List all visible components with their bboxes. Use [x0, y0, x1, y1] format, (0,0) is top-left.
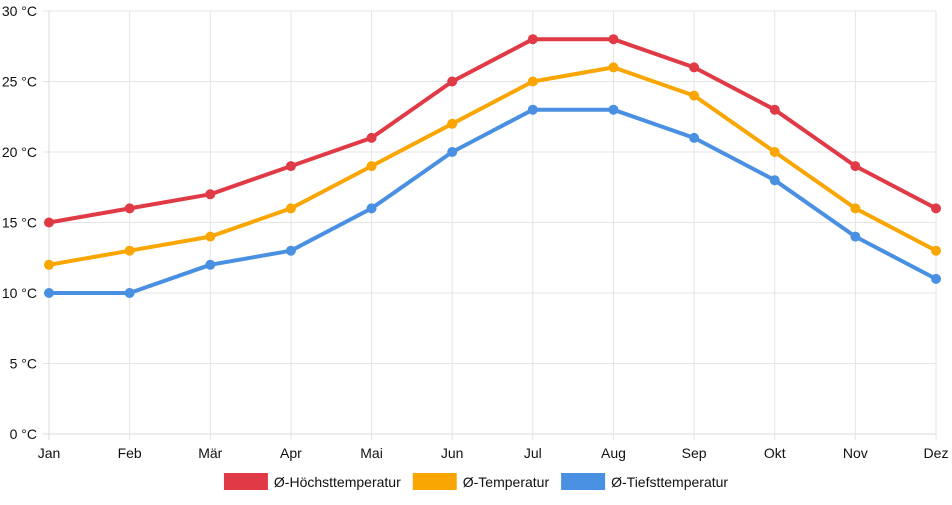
data-point[interactable]	[366, 203, 377, 214]
data-point[interactable]	[124, 288, 135, 298]
x-tick-label: Sep	[682, 445, 707, 461]
data-point[interactable]	[850, 161, 861, 172]
data-point[interactable]	[366, 161, 377, 172]
legend-swatch	[223, 473, 268, 490]
y-tick-label: 15 °C	[2, 215, 37, 231]
y-tick-label: 10 °C	[2, 285, 37, 301]
legend-swatch	[561, 473, 606, 490]
y-tick-label: 20 °C	[2, 144, 37, 160]
data-point[interactable]	[447, 118, 458, 129]
data-point[interactable]	[608, 34, 619, 45]
data-point[interactable]	[527, 104, 538, 115]
x-tick-label: Dez	[924, 445, 949, 461]
legend-item-1[interactable]: Ø-Höchsttemperatur	[223, 473, 401, 490]
data-point[interactable]	[689, 62, 700, 73]
data-point[interactable]	[44, 217, 54, 228]
legend-label: Ø-Temperatur	[463, 474, 550, 490]
data-point[interactable]	[689, 132, 700, 143]
series-line	[47, 107, 938, 295]
legend-label: Ø-Höchsttemperatur	[274, 474, 401, 490]
data-point[interactable]	[447, 76, 458, 87]
legend-swatch	[412, 473, 457, 490]
legend[interactable]: Ø-Höchsttemperatur Ø-Temperatur Ø-Tiefstte…	[223, 473, 728, 490]
data-point[interactable]	[44, 259, 54, 270]
data-point[interactable]	[44, 288, 54, 298]
x-tick-label: Mai	[360, 445, 383, 461]
data-point[interactable]	[285, 203, 296, 214]
data-point[interactable]	[205, 259, 216, 270]
x-tick-label: Feb	[118, 445, 142, 461]
x-tick-label: Mär	[198, 445, 222, 461]
data-point[interactable]	[205, 231, 216, 242]
data-point[interactable]	[447, 147, 458, 157]
series-1	[44, 34, 941, 228]
data-point[interactable]	[205, 189, 216, 200]
data-point[interactable]	[769, 175, 780, 186]
y-tick-label: 25 °C	[2, 74, 37, 90]
y-tick-label: 5 °C	[10, 356, 37, 372]
data-point[interactable]	[124, 245, 135, 256]
y-axis-ticks: 0 °C 5 °C 10 °C 15 °C 20 °C 25 °C 30 °C	[2, 3, 37, 442]
x-tick-label: Apr	[280, 445, 302, 461]
data-point[interactable]	[850, 203, 861, 214]
data-point[interactable]	[769, 104, 780, 115]
series-line	[47, 65, 938, 267]
y-tick-label: 0 °C	[10, 426, 37, 442]
series-line	[47, 37, 938, 225]
grid-layer	[43, 10, 937, 440]
y-tick-label: 30 °C	[2, 3, 37, 19]
data-point[interactable]	[931, 273, 941, 284]
data-point[interactable]	[124, 203, 135, 214]
legend-label: Ø-Tiefsttemperatur	[611, 474, 728, 490]
data-point[interactable]	[608, 62, 619, 73]
series-3	[44, 104, 941, 298]
x-tick-label: Jul	[524, 445, 542, 461]
legend-item-3[interactable]: Ø-Tiefsttemperatur	[561, 473, 728, 490]
x-tick-label: Jun	[441, 445, 464, 461]
data-point[interactable]	[931, 203, 941, 214]
data-point[interactable]	[608, 104, 619, 115]
data-point[interactable]	[850, 231, 861, 242]
data-point[interactable]	[285, 245, 296, 256]
data-point[interactable]	[769, 147, 780, 157]
x-tick-label: Okt	[764, 445, 786, 461]
data-point[interactable]	[527, 76, 538, 87]
x-tick-label: Nov	[843, 445, 868, 461]
x-axis-ticks: Jan Feb Mär Apr Mai Jun Jul Aug Sep Okt Nov Dez	[38, 445, 949, 461]
data-point[interactable]	[285, 161, 296, 172]
data-point[interactable]	[931, 245, 941, 256]
data-point[interactable]	[689, 90, 700, 101]
data-point[interactable]	[366, 132, 377, 143]
legend-item-2[interactable]: Ø-Temperatur	[412, 473, 550, 490]
series-layer	[44, 34, 941, 298]
x-tick-label: Aug	[601, 445, 626, 461]
x-tick-label: Jan	[38, 445, 61, 461]
series-2	[44, 62, 941, 270]
data-point[interactable]	[527, 34, 538, 45]
